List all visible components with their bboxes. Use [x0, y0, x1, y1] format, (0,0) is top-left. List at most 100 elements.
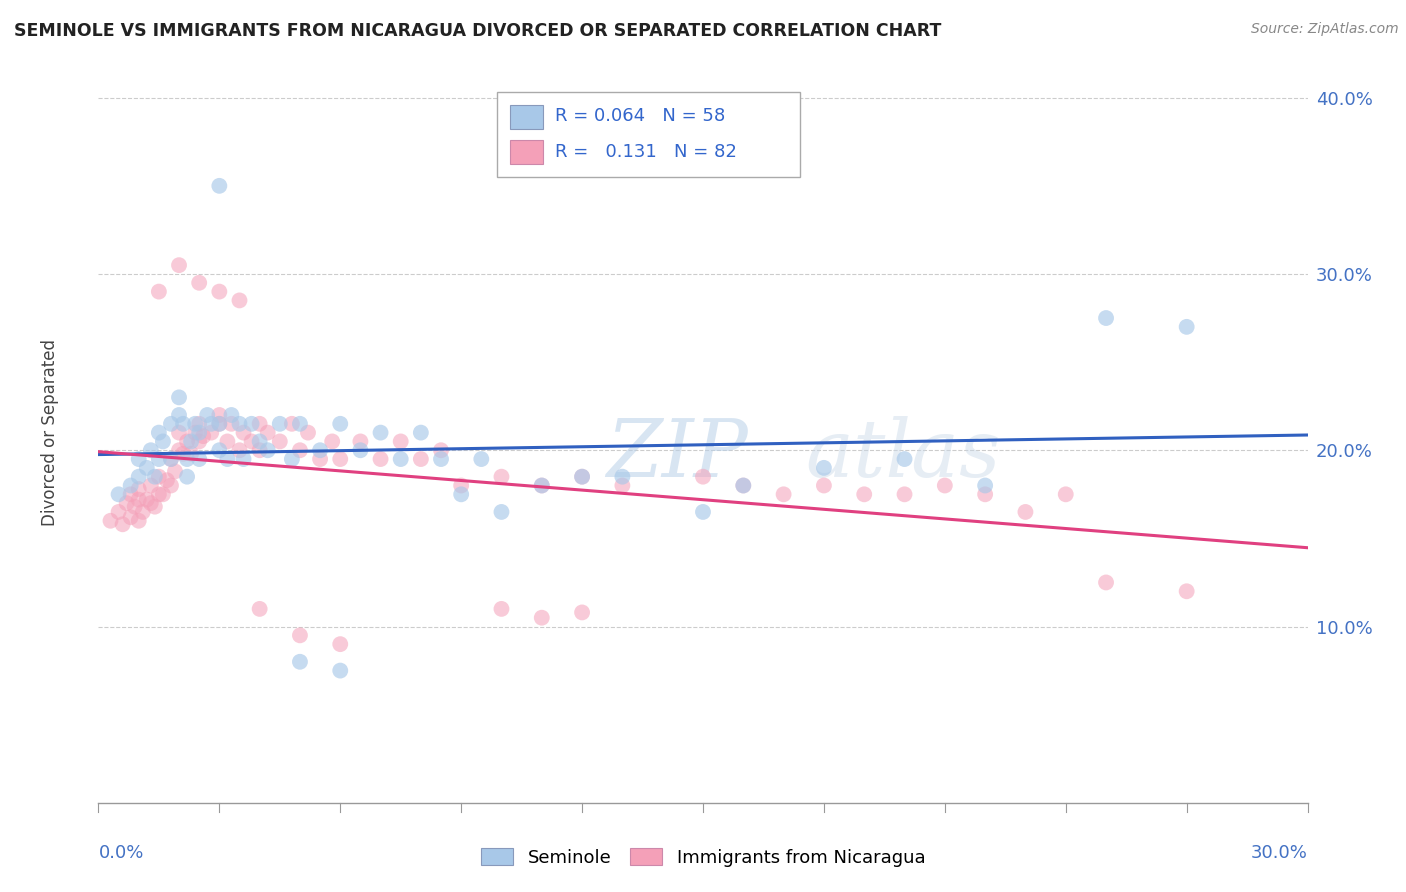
- Point: [491, 469, 513, 483]
- Point: [107, 487, 129, 501]
- Point: [269, 417, 291, 431]
- Point: [176, 434, 198, 449]
- Point: [132, 505, 155, 519]
- Point: [288, 443, 311, 458]
- Point: [249, 434, 271, 449]
- Point: [281, 452, 304, 467]
- Point: [389, 434, 412, 449]
- Point: [934, 478, 956, 492]
- Point: [111, 517, 134, 532]
- Text: Source: ZipAtlas.com: Source: ZipAtlas.com: [1251, 22, 1399, 37]
- Point: [974, 487, 997, 501]
- Text: R =   0.131   N = 82: R = 0.131 N = 82: [555, 143, 737, 161]
- Point: [349, 443, 371, 458]
- Point: [370, 452, 392, 467]
- Point: [221, 408, 243, 422]
- Point: [167, 443, 190, 458]
- Point: [148, 487, 170, 501]
- Point: [309, 452, 332, 467]
- Point: [128, 452, 150, 467]
- Text: R = 0.064   N = 58: R = 0.064 N = 58: [555, 108, 725, 126]
- Point: [450, 478, 472, 492]
- Point: [409, 452, 432, 467]
- Point: [1054, 487, 1077, 501]
- Point: [188, 276, 211, 290]
- Point: [612, 478, 634, 492]
- Point: [430, 443, 453, 458]
- Point: [176, 452, 198, 467]
- Point: [772, 487, 794, 501]
- Point: [288, 655, 311, 669]
- Point: [152, 434, 174, 449]
- Point: [733, 478, 755, 492]
- Point: [128, 492, 150, 507]
- Point: [530, 478, 553, 492]
- Point: [228, 293, 250, 308]
- Point: [1175, 584, 1198, 599]
- Point: [139, 478, 162, 492]
- Point: [571, 606, 593, 620]
- Point: [288, 628, 311, 642]
- Point: [208, 443, 231, 458]
- Point: [450, 487, 472, 501]
- Point: [256, 425, 278, 440]
- Point: [309, 443, 332, 458]
- Point: [1095, 311, 1118, 326]
- Point: [107, 505, 129, 519]
- Point: [470, 452, 492, 467]
- Point: [115, 496, 138, 510]
- Point: [100, 514, 122, 528]
- Point: [128, 469, 150, 483]
- Point: [217, 452, 239, 467]
- Point: [160, 452, 183, 467]
- Point: [409, 425, 432, 440]
- Point: [120, 487, 142, 501]
- Point: [208, 417, 231, 431]
- Point: [160, 417, 183, 431]
- Point: [281, 417, 304, 431]
- Point: [188, 417, 211, 431]
- Point: [163, 464, 186, 478]
- Point: [249, 443, 271, 458]
- Point: [148, 425, 170, 440]
- Point: [692, 469, 714, 483]
- Point: [135, 461, 157, 475]
- Point: [1014, 505, 1036, 519]
- Text: Divorced or Separated: Divorced or Separated: [41, 339, 59, 526]
- Point: [813, 478, 835, 492]
- Point: [143, 500, 166, 514]
- Point: [571, 469, 593, 483]
- Point: [321, 434, 343, 449]
- FancyBboxPatch shape: [498, 92, 800, 178]
- Point: [120, 510, 142, 524]
- Point: [370, 425, 392, 440]
- Point: [329, 452, 352, 467]
- Point: [692, 505, 714, 519]
- Point: [135, 492, 157, 507]
- Point: [200, 425, 222, 440]
- Point: [491, 505, 513, 519]
- Point: [232, 425, 254, 440]
- Point: [530, 610, 553, 624]
- Point: [167, 425, 190, 440]
- Point: [160, 478, 183, 492]
- Point: [208, 417, 231, 431]
- Point: [167, 408, 190, 422]
- Point: [184, 417, 207, 431]
- Point: [530, 478, 553, 492]
- Point: [256, 443, 278, 458]
- Point: [813, 461, 835, 475]
- Point: [430, 452, 453, 467]
- Point: [148, 285, 170, 299]
- Point: [893, 452, 915, 467]
- Point: [148, 452, 170, 467]
- Point: [193, 429, 215, 443]
- Point: [571, 469, 593, 483]
- Point: [228, 443, 250, 458]
- Point: [188, 425, 211, 440]
- Point: [208, 178, 231, 193]
- Point: [329, 637, 352, 651]
- Point: [160, 452, 183, 467]
- Point: [195, 408, 218, 422]
- Point: [249, 417, 271, 431]
